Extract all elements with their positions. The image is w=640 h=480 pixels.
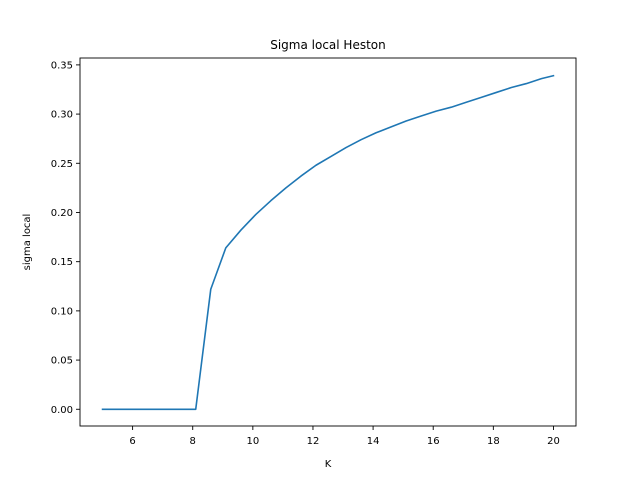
y-axis: 0.00 0.05 0.10 0.15 0.20 0.25 0.30 0.35 xyxy=(51,60,80,416)
x-axis-label: K xyxy=(325,459,332,470)
y-axis-label: sigma local xyxy=(22,214,33,271)
x-tick-label: 20 xyxy=(547,436,560,447)
y-tick-label: 0.00 xyxy=(51,405,73,416)
plot-frame xyxy=(79,57,577,427)
x-tick-label: 16 xyxy=(427,436,440,447)
x-tick-label: 8 xyxy=(190,436,196,447)
plot-area xyxy=(101,74,555,411)
y-tick-label: 0.35 xyxy=(51,60,73,71)
chart-title: Sigma local Heston xyxy=(270,38,386,52)
y-tick-label: 0.10 xyxy=(51,306,73,317)
series-line xyxy=(101,74,555,411)
y-tick-label: 0.15 xyxy=(51,257,73,268)
x-tick-label: 18 xyxy=(487,436,500,447)
y-tick-label: 0.20 xyxy=(51,208,73,219)
x-tick-label: 14 xyxy=(367,436,380,447)
y-tick-label: 0.05 xyxy=(51,356,73,367)
y-tick-label: 0.30 xyxy=(51,110,73,121)
x-axis: 6 8 10 12 14 16 18 20 xyxy=(129,426,560,447)
y-tick-label: 0.25 xyxy=(51,159,73,170)
x-tick-label: 6 xyxy=(129,436,135,447)
x-tick-label: 12 xyxy=(307,436,320,447)
x-tick-label: 10 xyxy=(246,436,259,447)
